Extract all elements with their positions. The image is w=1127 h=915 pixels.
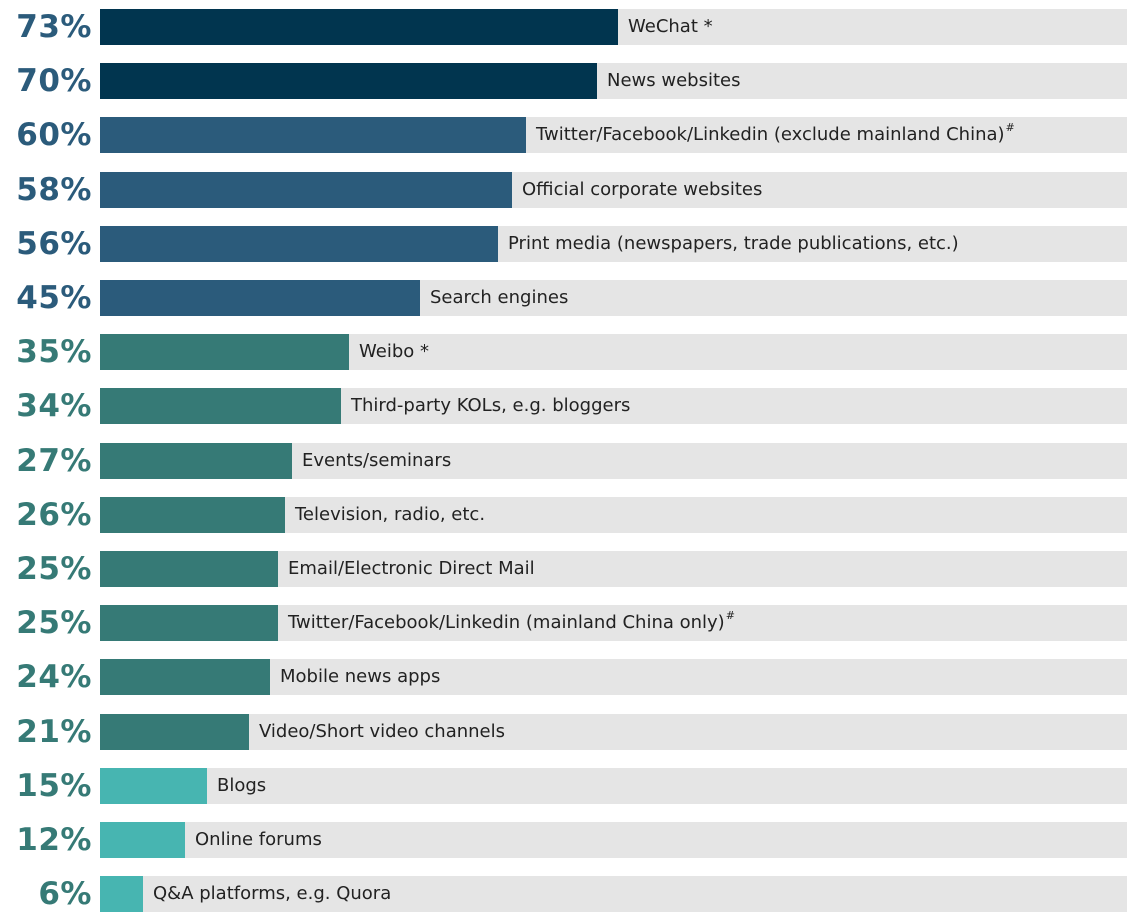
bar-track xyxy=(100,768,1127,804)
value-label: 45% xyxy=(16,280,92,316)
bar-row: 27% Events/seminars xyxy=(0,443,1127,479)
bar xyxy=(100,280,420,316)
bar xyxy=(100,497,285,533)
value-label: 6% xyxy=(38,876,92,912)
value-label: 25% xyxy=(16,551,92,587)
bar-row: 58% Official corporate websites xyxy=(0,172,1127,208)
bar xyxy=(100,388,341,424)
category-label-text: Twitter/Facebook/Linkedin (mainland Chin… xyxy=(288,612,725,633)
value-label: 70% xyxy=(16,63,92,99)
value-label: 15% xyxy=(16,768,92,804)
value-label: 35% xyxy=(16,334,92,370)
bar xyxy=(100,443,292,479)
value-label: 73% xyxy=(16,9,92,45)
category-label-text: Official corporate websites xyxy=(522,179,763,200)
bar-track xyxy=(100,876,1127,912)
value-label: 60% xyxy=(16,117,92,153)
bar-row: 12% Online forums xyxy=(0,822,1127,858)
bar-track xyxy=(100,659,1127,695)
bar-track xyxy=(100,822,1127,858)
bar xyxy=(100,768,207,804)
value-label: 58% xyxy=(16,172,92,208)
category-label-text: Mobile news apps xyxy=(280,666,441,687)
bar xyxy=(100,172,512,208)
category-label-text: Search engines xyxy=(430,287,569,308)
bar-row: 6% Q&A platforms, e.g. Quora xyxy=(0,876,1127,912)
bar-row: 26% Television, radio, etc. xyxy=(0,497,1127,533)
category-label: Television, radio, etc. xyxy=(295,497,485,533)
footnote-marker: # xyxy=(725,609,735,622)
category-label: Weibo * xyxy=(359,334,429,370)
bar xyxy=(100,551,278,587)
category-label: News websites xyxy=(607,63,740,99)
value-label: 12% xyxy=(16,822,92,858)
value-label: 56% xyxy=(16,226,92,262)
bar xyxy=(100,714,249,750)
bar xyxy=(100,659,270,695)
category-label-text: News websites xyxy=(607,70,741,91)
category-label-text: Print media (newspapers, trade publicati… xyxy=(508,233,959,254)
category-label-text: Video/Short video channels xyxy=(259,721,506,742)
value-label: 27% xyxy=(16,443,92,479)
bar-row: 21% Video/Short video channels xyxy=(0,714,1127,750)
value-label: 25% xyxy=(16,605,92,641)
category-label: Online forums xyxy=(195,822,322,858)
category-label: Official corporate websites xyxy=(522,172,762,208)
bar-row: 15% Blogs xyxy=(0,768,1127,804)
bar-row: 73% WeChat * xyxy=(0,9,1127,45)
bar-row: 24% Mobile news apps xyxy=(0,659,1127,695)
category-label: Twitter/Facebook/Linkedin (mainland Chin… xyxy=(288,605,735,641)
bar-row: 60% Twitter/Facebook/Linkedin (exclude ma… xyxy=(0,117,1127,153)
bar xyxy=(100,876,143,912)
category-label: WeChat * xyxy=(628,9,713,45)
category-label: Video/Short video channels xyxy=(259,714,505,750)
bar xyxy=(100,63,597,99)
category-label-text: WeChat * xyxy=(628,16,713,37)
category-label: Search engines xyxy=(430,280,568,316)
bar-row: 45% Search engines xyxy=(0,280,1127,316)
category-label-text: Twitter/Facebook/Linkedin (exclude mainl… xyxy=(536,124,1005,145)
category-label: Blogs xyxy=(217,768,266,804)
category-label: Email/Electronic Direct Mail xyxy=(288,551,535,587)
value-label: 34% xyxy=(16,388,92,424)
value-label: 26% xyxy=(16,497,92,533)
bar-row: 70% News websites xyxy=(0,63,1127,99)
category-label: Print media (newspapers, trade publicati… xyxy=(508,226,959,262)
bar xyxy=(100,9,618,45)
bar-row: 35% Weibo * xyxy=(0,334,1127,370)
category-label: Mobile news apps xyxy=(280,659,440,695)
bar xyxy=(100,117,526,153)
bar xyxy=(100,822,185,858)
category-label-text: Online forums xyxy=(195,829,322,850)
category-label-text: Weibo * xyxy=(359,341,429,362)
bar-row: 25% Twitter/Facebook/Linkedin (mainland C… xyxy=(0,605,1127,641)
category-label-text: Blogs xyxy=(217,775,267,796)
bar xyxy=(100,605,278,641)
value-label: 21% xyxy=(16,714,92,750)
category-label: Twitter/Facebook/Linkedin (exclude mainl… xyxy=(536,117,1015,153)
category-label-text: Email/Electronic Direct Mail xyxy=(288,558,535,579)
bar-row: 56% Print media (newspapers, trade public… xyxy=(0,226,1127,262)
bar xyxy=(100,334,349,370)
footnote-marker: # xyxy=(1005,121,1015,134)
category-label-text: Third-party KOLs, e.g. bloggers xyxy=(351,395,631,416)
value-label: 24% xyxy=(16,659,92,695)
bar-row: 34% Third-party KOLs, e.g. bloggers xyxy=(0,388,1127,424)
category-label-text: Television, radio, etc. xyxy=(295,504,486,525)
bar-track xyxy=(100,714,1127,750)
category-label-text: Q&A platforms, e.g. Quora xyxy=(153,883,392,904)
bar-row: 25% Email/Electronic Direct Mail xyxy=(0,551,1127,587)
bar xyxy=(100,226,498,262)
category-label-text: Events/seminars xyxy=(302,450,452,471)
category-label: Third-party KOLs, e.g. bloggers xyxy=(351,388,630,424)
category-label: Q&A platforms, e.g. Quora xyxy=(153,876,391,912)
category-label: Events/seminars xyxy=(302,443,451,479)
